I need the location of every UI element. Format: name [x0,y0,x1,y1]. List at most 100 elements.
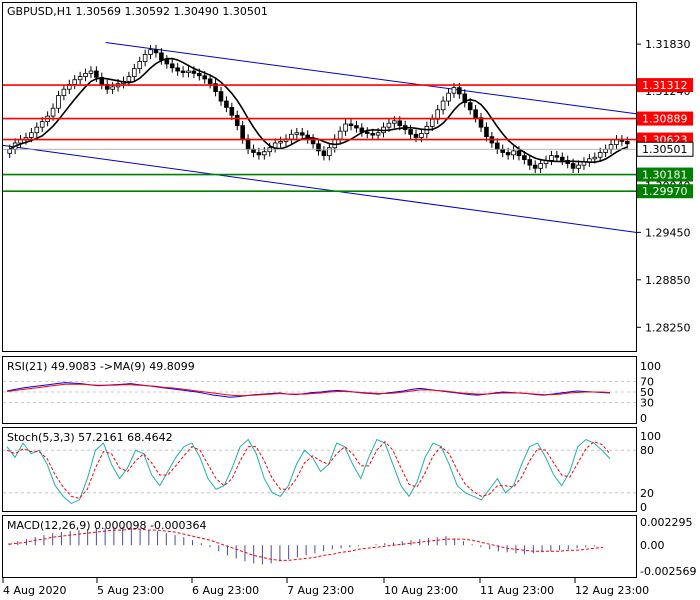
candle-body [224,100,229,108]
candle-body [126,76,132,82]
candle-body [532,164,538,169]
candle-body [132,68,137,77]
candle-body [316,143,321,152]
candle-body [56,95,61,109]
macd-tick-label: 0.00 [640,539,665,552]
candle-body [392,120,397,124]
candle-body [413,133,419,138]
candle-body [457,87,462,95]
candle-body [348,123,354,126]
candle-body [505,152,511,156]
candle-body [478,117,484,128]
price-header: GBPUSD,H1 1.30569 1.30592 1.30490 1.3050… [7,5,268,18]
candle-body [202,75,208,80]
candle-body [327,147,332,157]
price-tick-label: 1.28250 [645,321,691,334]
candle-body [321,150,327,157]
pane-tick-label: 100 [640,430,661,443]
candle-body [110,86,115,90]
rsi-header: RSI(21) 49.9083 ->MA(9) 49.8099 [7,360,195,373]
candle-body [299,132,305,136]
pane-tick-label: 50 [640,386,654,399]
candle-body [169,63,175,69]
candle-body [527,159,533,166]
macd-tick-label: -0.002569 [640,565,696,578]
pane-tick-label: 80 [640,444,654,457]
candle-body [240,125,245,140]
price-pane[interactable] [2,2,637,352]
x-tick-label: 4 Aug 2020 [3,584,66,597]
candle-body [289,133,294,140]
candle-body [570,163,576,169]
level-label: 1.31312 [642,79,688,92]
candle-body [72,79,78,85]
candle-body [559,156,565,161]
macd-signal-line [8,528,604,561]
pane-tick-label: 100 [640,360,661,373]
candle-body [7,148,13,154]
candle-body [494,142,500,150]
candle-body [61,88,67,96]
level-label-bg [637,111,693,126]
candle-body [614,139,619,145]
candle-body [419,133,424,138]
candle-body [592,156,598,160]
candle-body [39,121,45,128]
candle-body [229,107,235,116]
price-tick-label: 1.28850 [645,274,691,287]
pane-tick-label: 0 [640,501,647,514]
candle-body [137,61,143,70]
candle-body [153,49,159,54]
candle-body [446,92,451,102]
rsi-pane[interactable] [2,356,637,424]
candle-body [429,118,435,127]
candle-body [397,120,403,126]
candle-body [94,70,99,78]
x-tick-label: 12 Aug 23:00 [575,584,649,597]
candle-body [262,151,267,156]
price-tick-label: 1.29450 [645,226,691,239]
candle-body [603,148,608,153]
candle-body [473,109,478,119]
candle-body [197,72,202,77]
x-tick-label: 6 Aug 23:00 [192,584,259,597]
stoch-header: Stoch(5,3,3) 57.2161 68.4642 [7,431,173,444]
candle-body [576,164,581,169]
candle-body [267,147,273,153]
candle-body [343,123,348,132]
channel-lower-line [2,144,637,233]
x-tick-label: 7 Aug 23:00 [287,584,354,597]
candle-body [245,138,251,150]
oscillator-series-line [6,438,611,505]
candle-body [88,70,94,74]
candle-body [294,132,300,135]
candle-body [500,148,505,153]
oscillator-series-line [6,383,611,397]
candle-body [408,129,413,135]
candle-body [251,148,256,153]
candle-body [511,150,516,156]
candle-body [218,91,224,102]
level-label: 1.30889 [642,113,688,126]
candle-body [175,67,180,72]
macd-tick-label: 0.002295 [640,516,693,529]
candle-body [142,54,148,62]
candle-body [624,141,630,145]
pane-tick-label: 30 [640,396,654,409]
channel-upper-line [105,42,637,115]
candle-body [50,107,56,117]
pane-tick-label: 20 [640,487,654,500]
current-price-bg [636,141,694,157]
candle-body [467,102,473,111]
candle-body [278,141,283,144]
candle-body [256,152,262,156]
candle-body [538,163,543,169]
candle-body [554,155,560,158]
candle-body [180,70,186,73]
candle-body [370,133,375,136]
x-tick-label: 5 Aug 23:00 [97,584,164,597]
level-label-bg [637,184,693,199]
macd-pane[interactable] [2,515,637,578]
candle-body [451,87,457,94]
